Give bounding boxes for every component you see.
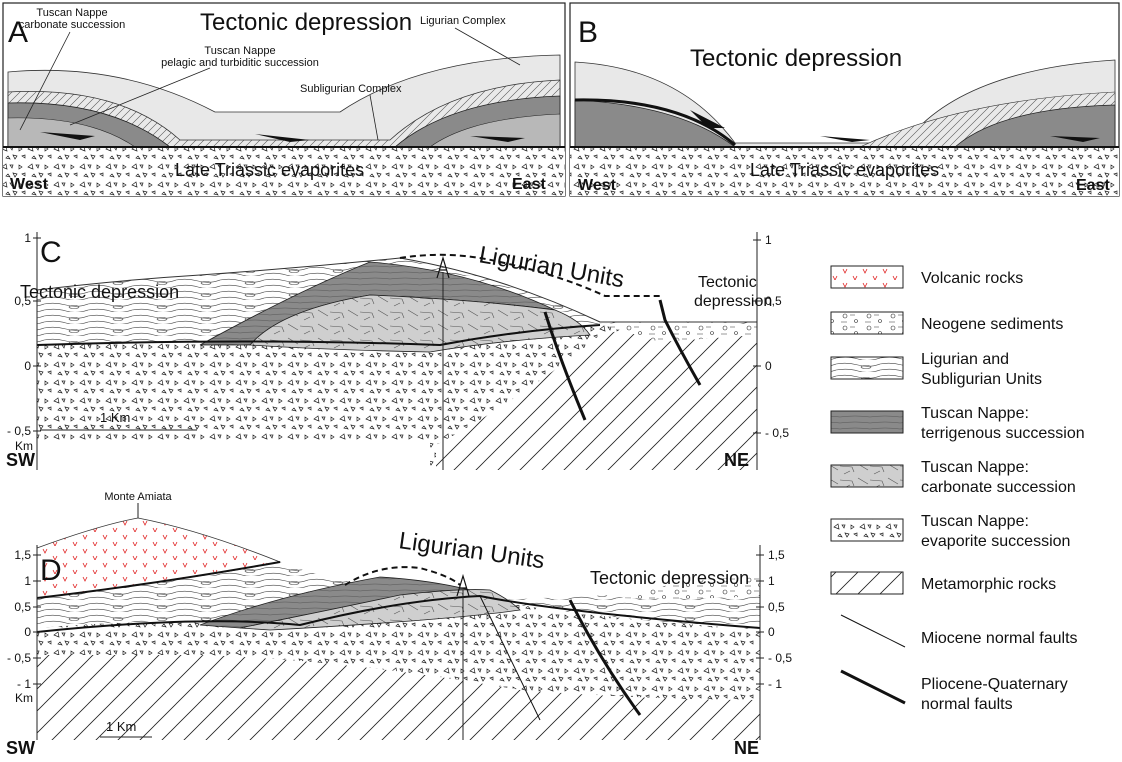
tick-label: - 0,5 — [768, 651, 792, 665]
panel-b: B Tectonic depression Late Triassic evap… — [570, 3, 1119, 196]
geologic-figure: A Tectonic depression Tuscan Nappe carbo… — [0, 0, 1122, 757]
tick-label: 1 — [24, 231, 31, 245]
direction: West — [578, 177, 617, 194]
direction: SW — [6, 450, 35, 470]
legend-label: Metamorphic rocks — [921, 576, 1056, 593]
tick-label: 0 — [24, 625, 31, 639]
label: Tectonic depression — [20, 282, 179, 302]
label: carbonate succession — [19, 19, 125, 31]
legend-swatch — [831, 312, 903, 334]
tick-label: - 1 — [17, 677, 31, 691]
legend-label: evaporite succession — [921, 533, 1070, 550]
legend-label: Tuscan Nappe: — [921, 459, 1029, 476]
legend-swatch — [831, 465, 903, 487]
label: Tectonic depression — [590, 568, 749, 588]
tick-label: 1,5 — [768, 548, 785, 562]
tick-label: 1 — [768, 574, 775, 588]
direction: NE — [724, 450, 749, 470]
panel-title: Tectonic depression — [690, 45, 902, 72]
legend-label: Tuscan Nappe: — [921, 513, 1029, 530]
tick-label: 0,5 — [14, 294, 31, 308]
tick-label: 0 — [765, 359, 772, 373]
legend-label: Volcanic rocks — [921, 270, 1023, 287]
legend-label: normal faults — [921, 696, 1013, 713]
legend-label: Miocene normal faults — [921, 630, 1078, 647]
panel-letter: C — [40, 236, 62, 269]
scale-label: 1 Km — [106, 719, 136, 734]
axis-unit: Km — [15, 691, 33, 705]
direction: NE — [734, 738, 759, 757]
tick-label: 0 — [768, 625, 775, 639]
label: pelagic and turbiditic succession — [161, 57, 319, 69]
tick-label: - 0,5 — [7, 424, 31, 438]
label: Tectonic — [698, 274, 757, 291]
legend-swatch — [841, 671, 905, 703]
tick-label: 1,5 — [14, 548, 31, 562]
direction: East — [1076, 177, 1110, 194]
tick-label: 0,5 — [765, 294, 782, 308]
legend-swatch — [831, 411, 903, 433]
label: Subligurian Complex — [300, 83, 402, 95]
panel-c: C Tectonic depression Ligurian Units Tec… — [6, 232, 772, 470]
legend-swatch — [841, 615, 905, 647]
legend: Volcanic rocks Neogene sediments Ligurian … — [831, 266, 1085, 713]
panel-letter: D — [40, 554, 62, 587]
legend-swatch — [831, 572, 903, 594]
tick-label: - 0,5 — [765, 426, 789, 440]
direction: West — [10, 176, 49, 193]
tick-label: 1 — [765, 233, 772, 247]
legend-label: terrigenous succession — [921, 425, 1085, 442]
direction: SW — [6, 738, 35, 757]
legend-label: Ligurian and — [921, 351, 1009, 368]
tick-label: - 0,5 — [7, 651, 31, 665]
direction: East — [512, 176, 546, 193]
tick-label: 1 — [24, 574, 31, 588]
legend-swatch — [831, 357, 903, 379]
tick-label: 0 — [24, 359, 31, 373]
legend-swatch — [831, 266, 903, 288]
legend-label: Tuscan Nappe: — [921, 405, 1029, 422]
legend-label: Subligurian Units — [921, 371, 1042, 388]
label: Late Triassic evaporites — [750, 160, 939, 180]
legend-label: Neogene sediments — [921, 316, 1063, 333]
label: Ligurian Complex — [420, 15, 506, 27]
scale-label: 1 Km — [100, 410, 130, 425]
legend-label: carbonate succession — [921, 479, 1076, 496]
label: Monte Amiata — [104, 491, 172, 503]
tick-label: - 1 — [768, 677, 782, 691]
label: Ligurian Units — [397, 527, 546, 574]
panel-letter: B — [578, 16, 598, 49]
label: Late Triassic evaporites — [175, 160, 364, 180]
panel-a: A Tectonic depression Tuscan Nappe carbo… — [3, 3, 565, 196]
panel-d: Monte Amiata D Ligurian Units Tectonic d… — [6, 491, 760, 757]
tick-label: 0,5 — [768, 600, 785, 614]
legend-label: Pliocene-Quaternary — [921, 676, 1068, 693]
tick-label: 0,5 — [14, 600, 31, 614]
panel-title: Tectonic depression — [200, 9, 412, 36]
label: Tuscan Nappe — [36, 7, 107, 19]
label: Tuscan Nappe — [204, 45, 275, 57]
legend-swatch — [831, 519, 903, 541]
